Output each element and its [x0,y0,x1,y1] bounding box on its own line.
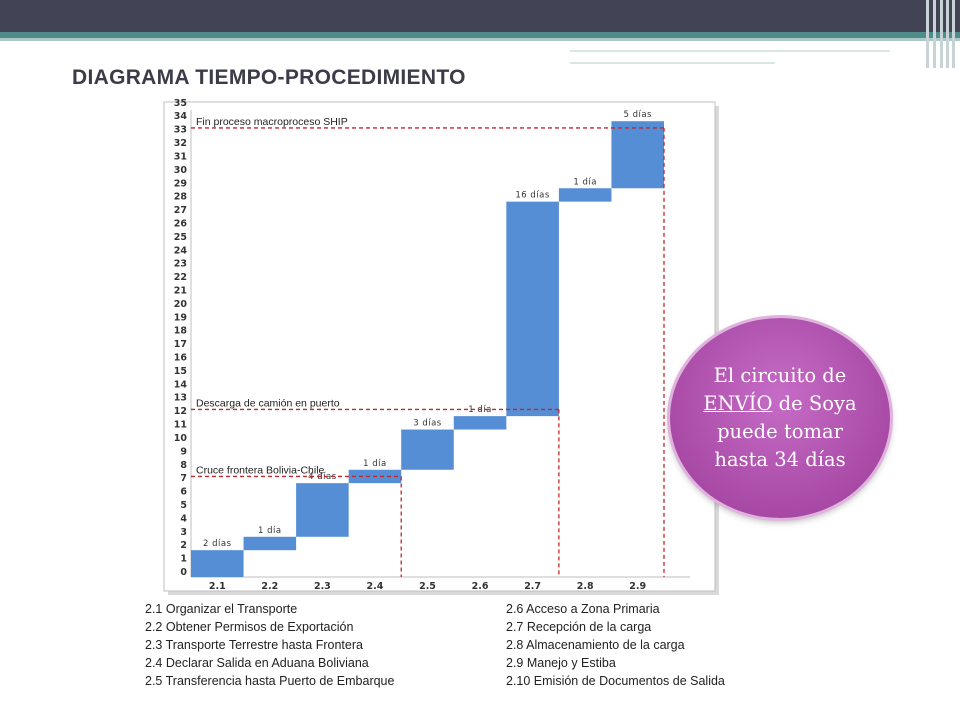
x-tick-label: 2.2 [261,581,278,592]
callout-line: puede tomar [717,420,843,443]
callout-text: El circuito de ENVÍO de Soya puede tomar… [690,362,870,474]
y-tick-label: 16 [174,353,188,364]
bar-step [243,536,297,551]
callout-circle: El circuito de ENVÍO de Soya puede tomar… [670,318,890,518]
bar-step [296,483,349,537]
y-tick-label: 2 [180,540,187,551]
legend-item: 2.1 Organizar el Transporte [145,602,298,616]
bar-label: 3 días [413,419,442,429]
decorative-line [570,62,775,64]
y-tick-label: 23 [174,259,187,270]
y-tick-label: 9 [180,446,187,457]
x-tick-label: 2.7 [524,581,541,592]
y-tick-label: 13 [174,393,187,404]
bar-label: 4 días [308,472,337,482]
y-tick-label: 25 [174,232,187,243]
x-tick-label: 2.4 [367,581,384,592]
y-tick-label: 17 [174,339,187,350]
slide-title: DIAGRAMA TIEMPO-PROCEDIMIENTO [72,66,466,89]
bar-label: 1 día [363,459,387,469]
legend-right: 2.6 Acceso a Zona Primaria 2.7 Recepción… [506,600,725,690]
bar-label: 16 días [515,191,549,201]
y-tick-label: 5 [180,500,187,511]
header-line [0,38,960,41]
bar-step [506,201,559,417]
y-tick-label: 1 [180,554,187,565]
y-tick-label: 24 [174,245,188,256]
y-tick-label: 29 [174,178,187,189]
bar-step [558,188,612,202]
x-tick-label: 2.9 [629,581,646,592]
legend-item: 2.10 Emisión de Documentos de Salida [506,674,725,688]
y-tick-label: 19 [174,312,187,323]
y-tick-label: 12 [174,406,187,417]
y-tick-label: 3 [180,527,187,538]
bar-label: 1 día [468,405,492,415]
y-tick-label: 7 [180,473,187,484]
y-tick-label: 28 [174,192,188,203]
bar-step [401,429,454,470]
legend-item: 2.4 Declarar Salida en Aduana Boliviana [145,656,369,670]
y-tick-label: 18 [174,326,188,337]
y-tick-label: 26 [174,218,188,229]
x-tick-label: 2.1 [209,581,226,592]
x-tick-label: 2.6 [472,581,489,592]
y-tick-label: 31 [174,151,187,162]
y-tick-label: 21 [174,285,187,296]
callout-line: hasta 34 días [714,448,846,471]
callout-line: El circuito de [713,364,847,387]
x-tick-label: 2.8 [577,581,594,592]
legend-item: 2.2 Obtener Permisos de Exportación [145,620,354,634]
milestone-label: Cruce frontera Bolivia-Chile [196,464,325,476]
bar-step [191,550,244,577]
y-tick-label: 0 [180,567,187,578]
bar-label: 5 días [623,110,652,120]
y-tick-label: 10 [174,433,188,444]
callout-line: de Soya [772,392,857,415]
bar-label: 2 días [203,539,232,549]
y-tick-label: 33 [174,125,187,136]
legend-left: 2.1 Organizar el Transporte 2.2 Obtener … [145,600,394,690]
y-tick-label: 11 [174,420,187,431]
legend-item: 2.5 Transferencia hasta Puerto de Embarq… [145,674,395,688]
milestone-label: Fin proceso macroproceso SHIP [196,116,348,128]
legend-item: 2.8 Almacenamiento de la carga [506,638,685,652]
bar-step [611,121,664,189]
decorative-vertical-bars [920,0,960,68]
legend-item: 2.9 Manejo y Estiba [506,656,616,670]
bar-label: 1 día [258,526,282,536]
y-tick-label: 20 [174,299,188,310]
y-tick-label: 27 [174,205,187,216]
y-tick-label: 14 [174,379,188,390]
milestone-label: Descarga de camión en puerto [196,397,340,409]
y-tick-label: 22 [174,272,187,283]
bar-step [453,416,507,430]
y-tick-label: 15 [174,366,187,377]
legend-item: 2.6 Acceso a Zona Primaria [506,602,660,616]
legend-item: 2.3 Transporte Terrestre hasta Frontera [145,638,363,652]
x-tick-label: 2.5 [419,581,436,592]
y-tick-label: 6 [180,487,187,498]
y-tick-label: 34 [174,111,188,122]
y-tick-label: 8 [180,460,187,471]
bar-label: 1 día [573,177,597,187]
callout-underlined-word: ENVÍO [703,392,773,415]
y-tick-label: 35 [174,98,187,109]
legend-item: 2.7 Recepción de la carga [506,620,652,634]
x-tick-label: 2.3 [314,581,331,592]
header-stripe [0,32,960,38]
y-tick-label: 30 [174,165,188,176]
y-tick-label: 32 [174,138,187,149]
header-bar [0,0,960,32]
decorative-line [570,50,890,52]
y-tick-label: 4 [180,513,187,524]
